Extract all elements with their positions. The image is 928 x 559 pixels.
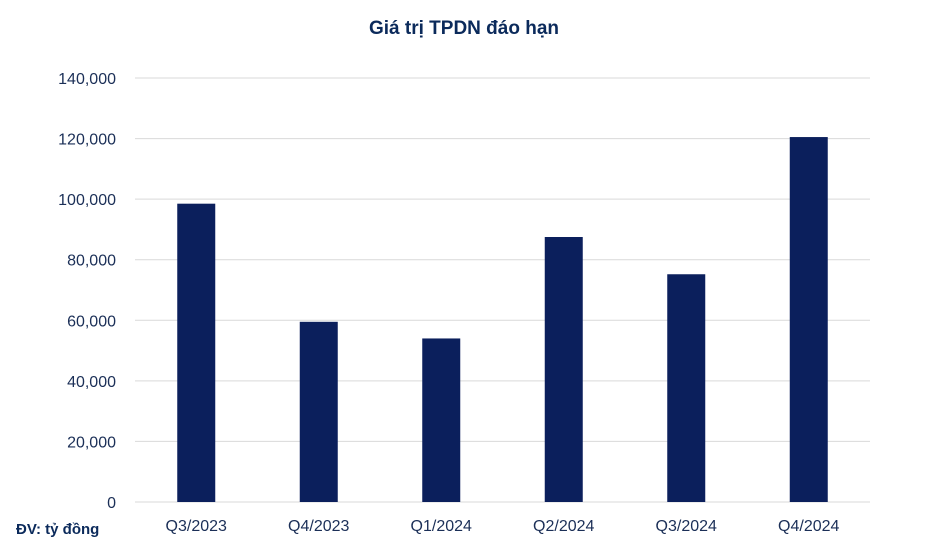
x-tick-label: Q3/2024 bbox=[656, 518, 717, 535]
y-tick-label: 120,000 bbox=[58, 132, 116, 149]
y-axis-ticks: 0 20,000 40,000 60,000 80,000 100,000 120,000 1… bbox=[58, 71, 116, 512]
bar-q1-2024 bbox=[422, 338, 461, 502]
chart-title: Giá trị TPDN đáo hạn bbox=[368, 18, 560, 39]
y-tick-label: 0 bbox=[107, 495, 116, 512]
x-tick-label: Q4/2023 bbox=[288, 518, 349, 535]
unit-note: ĐV: tỷ đồng bbox=[16, 521, 100, 538]
y-tick-label: 100,000 bbox=[58, 192, 116, 209]
bar-q4-2023 bbox=[299, 321, 338, 502]
x-tick-label: Q2/2024 bbox=[533, 518, 594, 535]
y-tick-label: 20,000 bbox=[67, 434, 116, 451]
y-tick-label: 80,000 bbox=[67, 253, 116, 270]
bar-q3-2023 bbox=[177, 203, 216, 502]
x-tick-label: Q1/2024 bbox=[411, 518, 472, 535]
y-tick-label: 60,000 bbox=[67, 313, 116, 330]
y-tick-label: 140,000 bbox=[58, 71, 116, 88]
bar-q3-2024 bbox=[667, 274, 706, 502]
bar-q2-2024 bbox=[544, 237, 583, 502]
x-tick-label: Q4/2024 bbox=[778, 518, 839, 535]
bars bbox=[177, 137, 828, 503]
x-axis-ticks: Q3/2023 Q4/2023 Q1/2024 Q2/2024 Q3/2024 Q4/20… bbox=[166, 518, 840, 535]
y-tick-label: 40,000 bbox=[67, 374, 116, 391]
bar-q4-2024 bbox=[789, 137, 828, 503]
x-tick-label: Q3/2023 bbox=[166, 518, 227, 535]
gridlines bbox=[135, 77, 870, 503]
